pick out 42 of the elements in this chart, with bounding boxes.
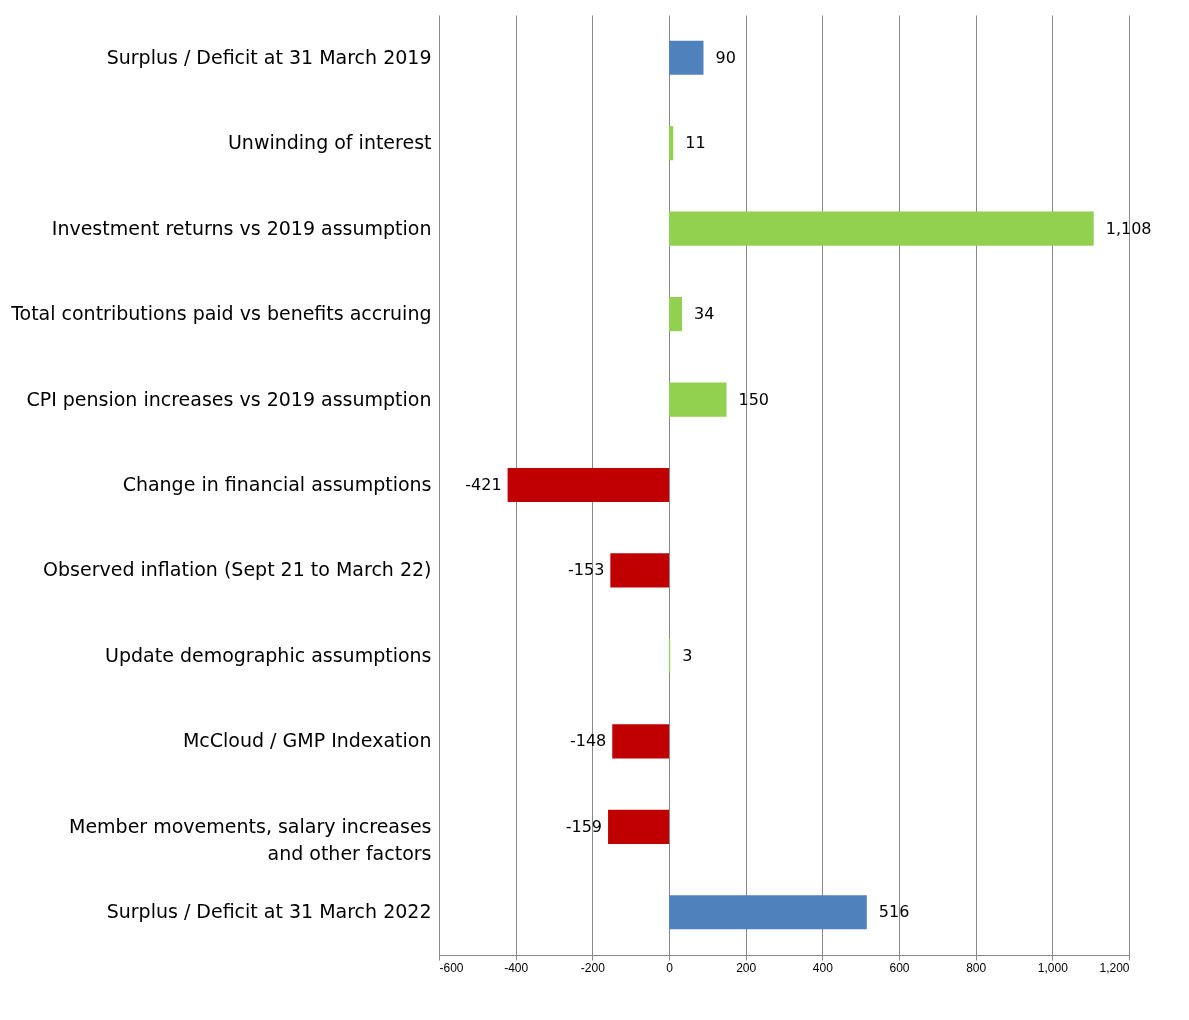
bar	[608, 809, 669, 844]
data-label: -421	[465, 475, 502, 494]
y-tick-label: McCloud / GMP Indexation	[182, 729, 432, 752]
data-label: -153	[568, 560, 605, 580]
data-label: -148	[569, 731, 607, 751]
data-label: -159	[565, 816, 603, 836]
y-tick-label: Total contributions paid vs benefits accruing	[10, 302, 432, 325]
bar	[669, 40, 704, 75]
x-tick-label: -600	[439, 960, 464, 975]
x-tick-label: 600	[889, 960, 910, 975]
data-label: 11	[685, 133, 706, 153]
x-tick-label: -400	[504, 960, 529, 975]
data-label: 3	[682, 645, 693, 665]
x-tick-label: 1,200	[1099, 960, 1130, 975]
data-label: 34	[694, 304, 715, 324]
bar	[669, 126, 674, 161]
y-tick-label: Surplus / Deficit at 31 March 2022	[106, 900, 432, 923]
bar	[610, 553, 669, 588]
data-label: 150	[738, 389, 770, 409]
data-label: 90	[715, 47, 736, 67]
x-tick-label: 200	[736, 960, 757, 975]
x-tick-label: 800	[966, 960, 987, 975]
x-tick-label: -200	[580, 960, 606, 975]
y-tick-label: Change in financial assumptions	[122, 473, 432, 495]
x-tick-label: 400	[812, 960, 834, 975]
bar	[507, 467, 669, 503]
y-tick-label: Surplus / Deficit at 31 March 2019	[106, 45, 432, 68]
y-tick-label: Unwinding of interest	[227, 131, 432, 154]
bar	[669, 211, 1094, 246]
data-label: 516	[878, 902, 910, 922]
data-label: 1,108	[1105, 218, 1152, 238]
bar	[612, 724, 669, 759]
y-tick-label: Investment returns vs 2019 assumption	[51, 216, 432, 239]
y-tick-label: Update demographic assumptions	[105, 643, 432, 666]
y-tick-label: CPI pension increases vs 2019 assumption	[26, 387, 432, 410]
x-tick-label: 0	[666, 960, 674, 975]
bar	[669, 382, 727, 417]
bar	[669, 895, 867, 930]
y-tick-label: Member movements, salary increases and other factors	[69, 814, 432, 864]
y-tick-label: Observed inflation (Sept 21 to March 22)	[43, 558, 432, 581]
bar	[669, 297, 683, 332]
x-tick-label: 1,000	[1037, 960, 1069, 975]
